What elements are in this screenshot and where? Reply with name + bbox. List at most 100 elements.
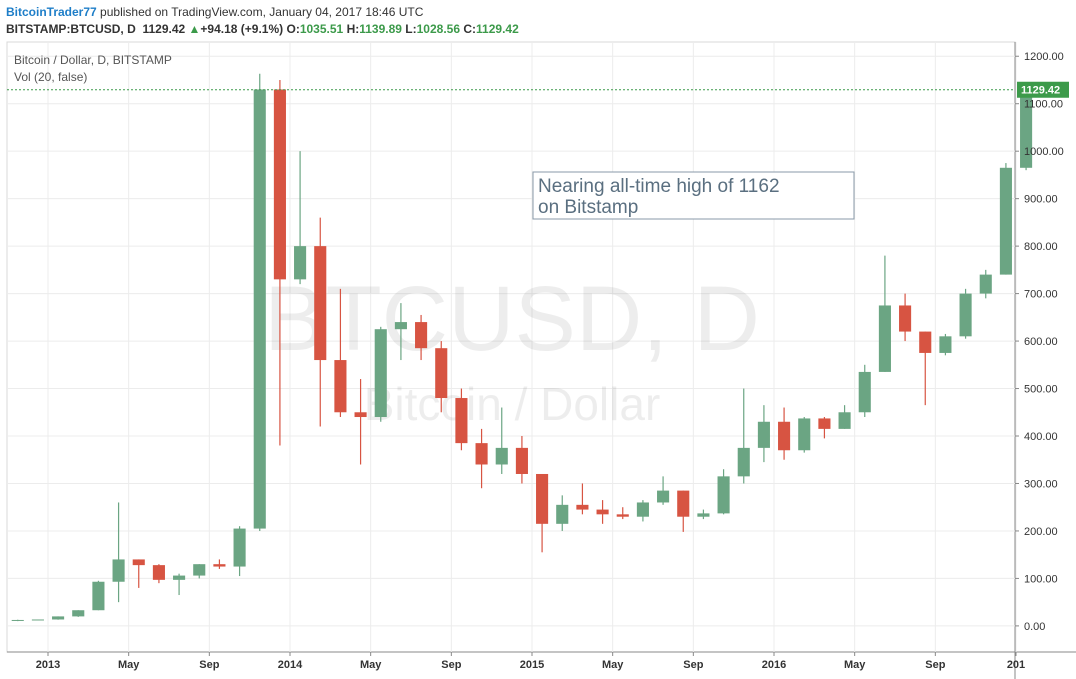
- header-line-1: BitcoinTrader77 published on TradingView…: [6, 4, 519, 21]
- header: BitcoinTrader77 published on TradingView…: [6, 4, 519, 38]
- candle-body: [536, 473, 549, 524]
- y-tick-label: 1200.00: [1024, 51, 1064, 63]
- y-tick-label: 100.00: [1024, 573, 1058, 585]
- candle-body: [717, 476, 730, 514]
- x-tick-label: Sep: [925, 659, 945, 671]
- candle-body: [838, 412, 851, 429]
- up-arrow: ▲: [188, 22, 201, 36]
- candle-body: [657, 490, 670, 503]
- candle-body: [334, 360, 347, 413]
- x-tick-label: 201: [1007, 659, 1025, 671]
- candle-body: [1020, 89, 1033, 168]
- x-tick-label: May: [360, 659, 382, 671]
- open-label: O:: [286, 22, 300, 36]
- candle-body: [213, 564, 226, 567]
- candle-body: [495, 447, 508, 465]
- candle-body: [677, 490, 690, 517]
- candle-body: [374, 329, 387, 418]
- candle-body: [92, 581, 105, 611]
- candle-body: [636, 502, 649, 517]
- y-tick-label: 1100.00: [1024, 99, 1063, 111]
- candle-body: [778, 421, 791, 451]
- candle-body: [475, 443, 488, 465]
- candle-body: [878, 305, 891, 372]
- candles: [7, 73, 1033, 622]
- published: published on TradingView.com, January 04…: [100, 5, 424, 19]
- candle-body: [152, 565, 165, 580]
- candle-body: [959, 293, 972, 337]
- candle-body: [979, 274, 992, 294]
- candle-body: [435, 348, 448, 399]
- x-tick-label: Sep: [199, 659, 219, 671]
- watermark-sub: Bitcoin / Dollar: [364, 378, 661, 430]
- watermark: BTCUSD, D: [264, 268, 760, 370]
- y-tick-label: 1000.00: [1024, 146, 1064, 158]
- candle-body: [314, 246, 327, 361]
- candle-body: [394, 322, 407, 330]
- y-tick-label: 600.00: [1024, 336, 1058, 348]
- y-tick-label: 200.00: [1024, 526, 1058, 538]
- last-price-label: 1129.42: [1021, 85, 1060, 97]
- candle-body: [999, 167, 1012, 275]
- indicator-legend: Vol (20, false): [14, 70, 87, 84]
- axes: 0.00 100.00 200.00 300.00 400.00 500.00 600.00…: [36, 51, 1069, 671]
- candle-body: [939, 336, 952, 353]
- candle-body: [132, 559, 145, 566]
- annotation-line: Nearing all-time high of 1162: [538, 176, 780, 197]
- candle-body: [455, 398, 468, 444]
- x-tick-label: 2014: [278, 659, 303, 671]
- candle-body: [11, 619, 24, 621]
- x-tick-label: May: [844, 659, 866, 671]
- candle-body: [354, 412, 367, 418]
- candle-body: [919, 331, 932, 353]
- candle-body: [697, 513, 710, 517]
- author[interactable]: BitcoinTrader77: [6, 5, 97, 19]
- chart-legend: Bitcoin / Dollar, D, BITSTAMP: [14, 53, 172, 67]
- y-tick-label: 0.00: [1024, 621, 1045, 633]
- high-value: 1139.89: [359, 22, 402, 36]
- candle-body: [173, 575, 186, 580]
- price: 1129.42: [142, 22, 186, 36]
- change: +94.18 (+9.1%): [200, 22, 284, 36]
- candle-body: [899, 305, 912, 332]
- candle-body: [556, 504, 569, 524]
- header-line-2: BITSTAMP:BTCUSD, D 1129.42 ▲+94.18 (+9.1…: [6, 21, 519, 38]
- candle-body: [273, 89, 286, 280]
- candle-body: [515, 447, 528, 474]
- low-value: 1028.56: [416, 22, 461, 36]
- candle-body: [112, 559, 125, 582]
- last-price-badge: [1017, 81, 1069, 98]
- candle-body: [253, 89, 266, 529]
- annotation-box: [532, 171, 855, 220]
- x-tick-label: May: [602, 659, 624, 671]
- open-value: 1035.51: [299, 22, 344, 36]
- candle-body: [31, 619, 44, 621]
- candle-body: [616, 514, 629, 517]
- close-label: C:: [463, 22, 477, 36]
- low-label: L:: [405, 22, 417, 36]
- annotation-line: on Bitstamp: [538, 197, 638, 218]
- x-tick-label: Sep: [683, 659, 703, 671]
- y-tick-label: 500.00: [1024, 384, 1058, 396]
- y-tick-label: 400.00: [1024, 431, 1058, 443]
- x-tick-label: May: [118, 659, 140, 671]
- candle-body: [576, 504, 589, 510]
- candle-body: [737, 447, 750, 477]
- y-tick-label: 900.00: [1024, 194, 1058, 206]
- candle-body: [233, 528, 246, 567]
- candle-body: [858, 371, 871, 413]
- candle-body: [596, 509, 609, 515]
- grid: [7, 42, 1017, 652]
- candle-body: [193, 564, 206, 576]
- candle-body: [52, 616, 65, 620]
- x-tick-label: 2015: [520, 659, 544, 671]
- candle-body: [72, 610, 85, 617]
- y-tick-label: 800.00: [1024, 241, 1058, 253]
- x-tick-label: 2013: [36, 659, 60, 671]
- y-tick-label: 300.00: [1024, 478, 1058, 490]
- candle-body: [415, 322, 428, 349]
- x-tick-label: Sep: [441, 659, 461, 671]
- x-tick-label: 2016: [762, 659, 786, 671]
